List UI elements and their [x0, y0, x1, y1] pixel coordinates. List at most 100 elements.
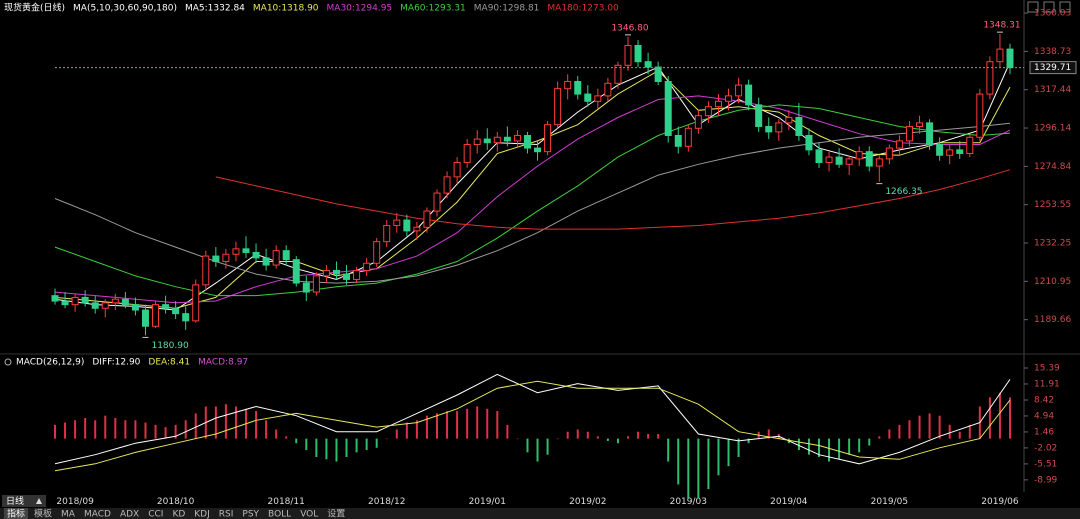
last-price-label: 1329.71: [1034, 63, 1071, 73]
candle-body: [775, 122, 783, 133]
candle-body: [503, 136, 511, 142]
macd-bar: [315, 438, 318, 457]
period-badge[interactable]: 日线: [6, 495, 24, 507]
candle-body: [936, 143, 944, 156]
legend-entry: DEA:8.41: [148, 358, 190, 368]
candle-body: [71, 296, 79, 306]
candle-body: [353, 269, 361, 280]
toolbar-tab[interactable]: KD: [172, 510, 185, 519]
y-tick-label: 1232.25: [1034, 239, 1071, 249]
candle-body: [483, 138, 491, 144]
macd-bar: [697, 438, 700, 499]
macd-bar: [415, 420, 418, 439]
candle-body: [172, 307, 180, 315]
macd-bar: [546, 438, 549, 455]
toolbar-tab[interactable]: BOLL: [268, 510, 291, 519]
macd-bar: [707, 438, 710, 490]
candle-body: [162, 304, 170, 309]
toolbar-tab[interactable]: 模板: [34, 508, 52, 519]
y-tick-label: 1189.66: [1034, 315, 1071, 325]
candle-body: [192, 284, 200, 322]
macd-bar: [627, 436, 629, 439]
candle-body: [785, 116, 793, 124]
macd-bar: [747, 438, 750, 444]
line: [54, 95, 1011, 304]
candle-body: [202, 255, 210, 286]
candle-body: [714, 100, 722, 108]
legend-entry: MA90:1298.81: [474, 4, 540, 14]
window-icon[interactable]: [1043, 1, 1055, 13]
y-tick-label: -2.02: [1034, 443, 1057, 453]
toolbar-tab[interactable]: MA: [61, 510, 76, 519]
candle-body: [835, 156, 843, 165]
y-tick-label: 8.42: [1034, 395, 1054, 405]
legend-entry: MA30:1294.95: [327, 4, 393, 14]
candle-body: [624, 44, 632, 66]
toolbar-tab[interactable]: VOL: [300, 510, 318, 519]
macd-bar: [878, 436, 881, 439]
candle-body: [252, 251, 260, 259]
candle-body: [121, 298, 129, 306]
line: [54, 373, 1011, 465]
toolbar-tab[interactable]: 指标: [7, 508, 25, 519]
candle-body: [332, 269, 340, 275]
macd-bar: [234, 406, 237, 439]
macd-bar: [998, 392, 1001, 439]
candle-body: [222, 253, 230, 262]
x-tick-label: 2019/05: [871, 497, 908, 507]
toolbar-tab[interactable]: 设置: [327, 509, 345, 519]
macd-bar: [898, 424, 901, 439]
candle-body: [523, 134, 531, 149]
candle-body: [453, 161, 461, 178]
macd-bar: [908, 420, 911, 439]
toolbar-tab[interactable]: PSY: [242, 510, 259, 519]
macd-bar: [224, 404, 227, 439]
macd-bar: [275, 429, 278, 439]
candle-body: [725, 95, 733, 102]
toolbar-tab[interactable]: MACD: [84, 510, 111, 519]
macd-bar: [566, 431, 569, 439]
candle-body: [131, 304, 139, 311]
x-tick-label: 2018/10: [157, 497, 195, 507]
candle-body: [1006, 48, 1014, 69]
toolbar-tab-active: [4, 508, 29, 519]
window-icon[interactable]: [1027, 1, 1039, 13]
line: [54, 380, 1011, 472]
candle-body: [614, 64, 622, 84]
macd-bar: [526, 438, 529, 453]
macd-bar: [124, 420, 127, 439]
candle-body: [916, 122, 924, 127]
toolbar-tab[interactable]: RSI: [219, 510, 234, 519]
candle-body: [292, 259, 300, 284]
macd-bar: [64, 422, 67, 439]
macd-bar: [717, 438, 720, 476]
macd-bar: [767, 429, 770, 439]
window-icon[interactable]: [1059, 1, 1071, 13]
x-tick-label: 2019/03: [670, 497, 707, 507]
macd-bar: [928, 413, 931, 439]
candle-body: [966, 136, 974, 154]
y-tick-label: 1.46: [1034, 427, 1054, 437]
period-badge-box[interactable]: [2, 495, 46, 507]
candle-body: [574, 80, 582, 95]
toolbar-tab[interactable]: ADX: [120, 510, 139, 519]
x-tick-label: 2018/09: [56, 497, 94, 507]
toolbar-tab[interactable]: CCI: [148, 510, 163, 519]
toolbar-tab[interactable]: KDJ: [194, 510, 210, 519]
y-tick-label: 1274.84: [1034, 162, 1071, 172]
macd-bar: [154, 424, 157, 439]
candle-body: [544, 124, 552, 153]
macd-bar: [848, 438, 851, 455]
candle-body: [383, 224, 391, 243]
candle-body: [182, 313, 190, 322]
candle-body: [926, 122, 934, 145]
macd-bar: [436, 413, 438, 439]
toolbar: [0, 508, 1080, 519]
macd-bar: [405, 422, 408, 439]
macd-bar: [938, 415, 941, 439]
candle-body: [885, 147, 893, 160]
candle-body: [242, 248, 250, 253]
y-tick-label: 1338.73: [1034, 47, 1071, 57]
macd-bar: [255, 411, 258, 439]
